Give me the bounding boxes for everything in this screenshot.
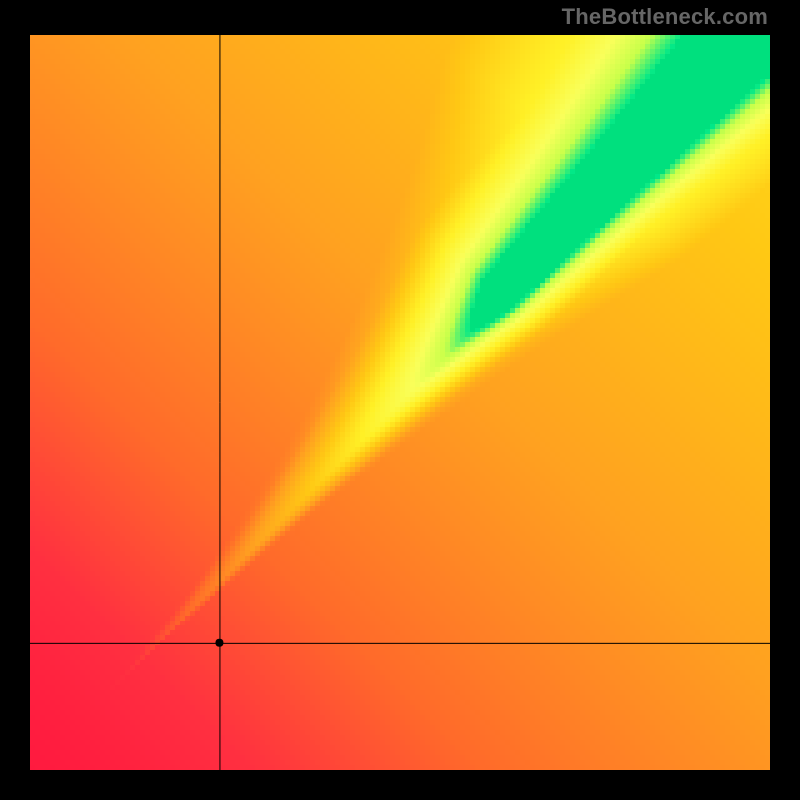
heatmap-plot: [30, 35, 770, 770]
heatmap-canvas: [30, 35, 770, 770]
attribution-text: TheBottleneck.com: [562, 4, 768, 30]
